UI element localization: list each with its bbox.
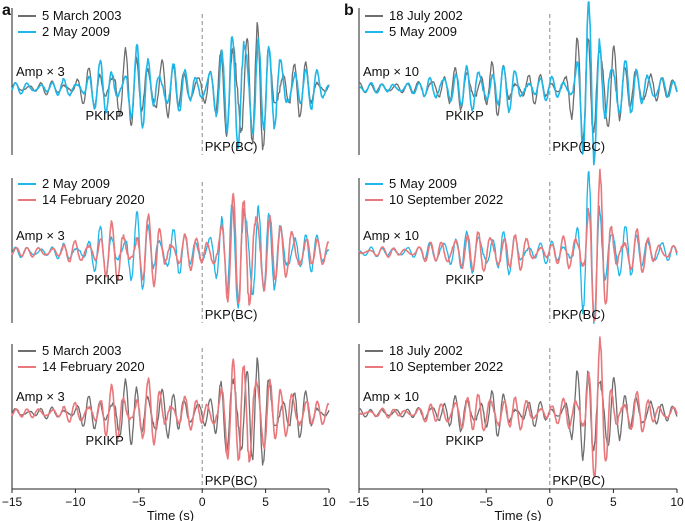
legend-label: 5 March 2003 xyxy=(42,343,122,358)
x-tick-label: −10 xyxy=(65,495,86,509)
amplitude-label: Amp × 10 xyxy=(363,389,419,404)
amplitude-label: Amp × 3 xyxy=(16,64,65,79)
waveform-5-may-2009 xyxy=(358,1,678,166)
panel-label-a: a xyxy=(2,2,11,19)
waveform-10-september-2022 xyxy=(358,168,678,322)
phase-label-pkp-bc: PKP(BC) xyxy=(205,307,258,322)
phase-label-pkp-bc: PKP(BC) xyxy=(552,473,605,488)
x-tick-label: −15 xyxy=(349,495,370,509)
legend-label: 5 March 2003 xyxy=(42,8,122,23)
legend-label: 10 September 2022 xyxy=(389,192,503,207)
x-tick-label: 0 xyxy=(199,495,206,509)
phase-label-pkikp: PKIKP xyxy=(86,433,124,448)
x-tick-label: 5 xyxy=(610,495,617,509)
phase-label-pkp-bc: PKP(BC) xyxy=(205,139,258,154)
phase-label-pkp-bc: PKP(BC) xyxy=(552,307,605,322)
amplitude-label: Amp × 10 xyxy=(363,64,419,79)
legend-label: 14 February 2020 xyxy=(42,359,145,374)
legend-label: 2 May 2009 xyxy=(42,24,110,39)
amplitude-label: Amp × 3 xyxy=(16,228,65,243)
phase-label-pkikp: PKIKP xyxy=(86,272,124,287)
waveform-14-february-2020 xyxy=(11,192,330,306)
panel-label-b: b xyxy=(344,2,354,19)
waveform-2-may-2009 xyxy=(11,36,330,149)
x-tick-label: −5 xyxy=(132,495,146,509)
waveform-5-march-2003 xyxy=(11,357,330,466)
legend-label: 10 September 2022 xyxy=(389,359,503,374)
x-tick-label: −5 xyxy=(479,495,493,509)
x-tick-label: −10 xyxy=(412,495,433,509)
legend-label: 18 July 2002 xyxy=(389,343,463,358)
x-tick-label: 10 xyxy=(322,495,336,509)
legend-label: 14 February 2020 xyxy=(42,192,145,207)
amplitude-label: Amp × 3 xyxy=(16,389,65,404)
phase-label-pkikp: PKIKP xyxy=(445,433,483,448)
x-tick-label: −15 xyxy=(2,495,23,509)
x-axis-title: Time (s) xyxy=(494,508,541,521)
x-tick-label: 0 xyxy=(546,495,553,509)
waveform-10-september-2022 xyxy=(358,336,678,478)
x-tick-label: 5 xyxy=(262,495,269,509)
legend-label: 5 May 2009 xyxy=(389,24,457,39)
phase-label-pkikp: PKIKP xyxy=(445,108,483,123)
amplitude-label: Amp × 10 xyxy=(363,228,419,243)
legend-label: 18 July 2002 xyxy=(389,8,463,23)
x-tick-label: 10 xyxy=(670,495,684,509)
legend-label: 2 May 2009 xyxy=(42,176,110,191)
legend-label: 5 May 2009 xyxy=(389,176,457,191)
phase-label-pkikp: PKIKP xyxy=(445,272,483,287)
waveform-14-february-2020 xyxy=(11,358,330,463)
phase-label-pkp-bc: PKP(BC) xyxy=(552,139,605,154)
x-axis-title: Time (s) xyxy=(147,508,194,521)
phase-label-pkikp: PKIKP xyxy=(86,108,124,123)
phase-label-pkp-bc: PKP(BC) xyxy=(205,473,258,488)
